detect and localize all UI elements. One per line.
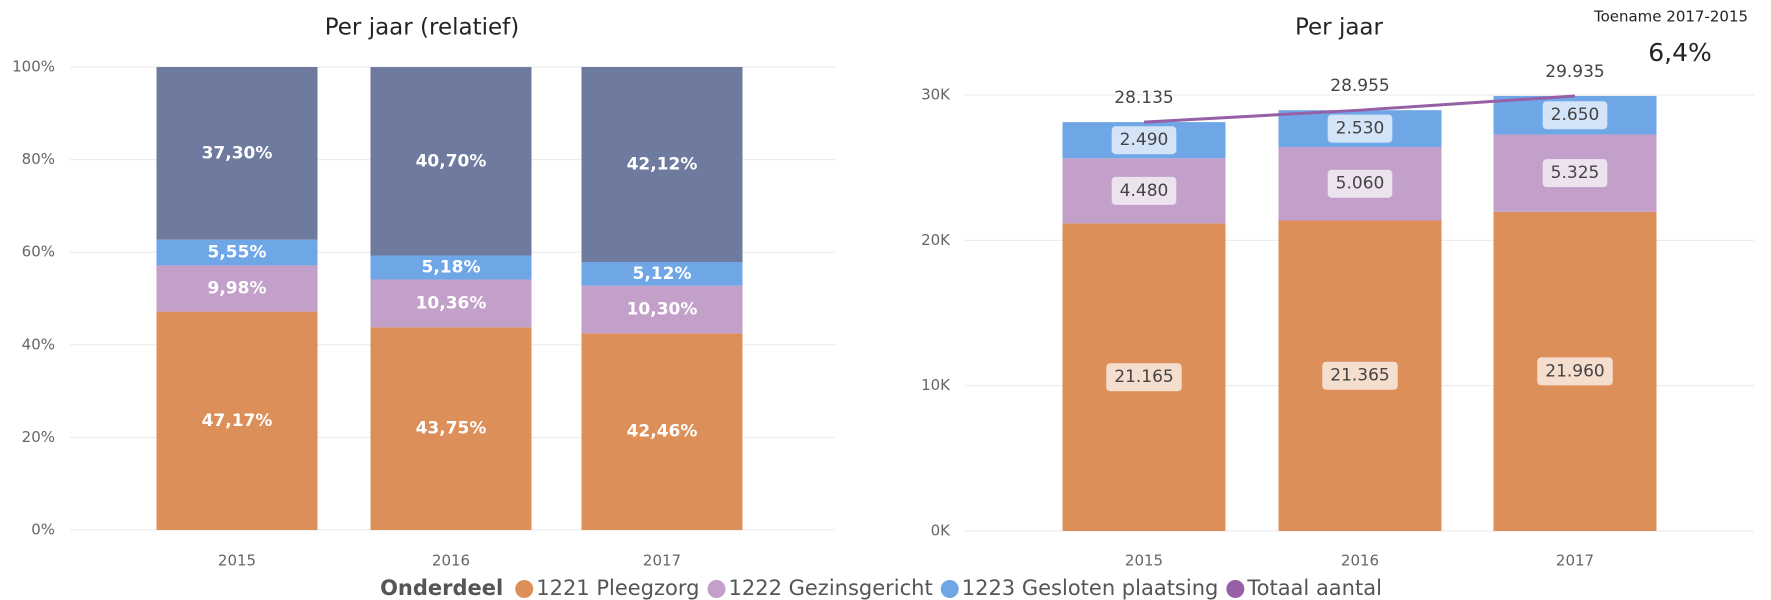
data-label: 5,55% — [208, 243, 267, 263]
total-line — [1143, 94, 1576, 124]
y-tick-label: 60% — [22, 243, 55, 261]
chart-title: Per jaar (relatief) — [325, 15, 520, 41]
total-label: 28.135 — [1114, 88, 1173, 108]
data-label: 5,18% — [422, 257, 481, 277]
data-label-text: 21.165 — [1114, 367, 1173, 387]
bar-segment — [156, 67, 318, 240]
bar-segment — [156, 311, 318, 530]
bar-segment — [156, 239, 318, 266]
label-box — [1106, 363, 1182, 392]
label-box — [1537, 357, 1613, 386]
data-label: 4.480 — [1111, 176, 1177, 205]
data-label-text: 2.490 — [1120, 130, 1169, 150]
data-label-text: 4.480 — [1120, 181, 1169, 201]
bar-segment — [581, 262, 743, 286]
data-label: 42,46% — [627, 422, 698, 442]
legend-label: Totaal aantal — [1246, 576, 1382, 600]
data-label: 43,75% — [416, 419, 487, 439]
y-tick-label: 80% — [22, 150, 55, 168]
total-label: 28.955 — [1330, 76, 1389, 96]
x-tick-label: 2016 — [432, 552, 470, 570]
data-label: 21.365 — [1322, 361, 1398, 390]
y-tick-label: 30K — [921, 86, 951, 104]
kpi-label: Toename 2017-2015 — [1593, 8, 1748, 26]
legend-marker — [1226, 580, 1245, 598]
legend-marker — [707, 580, 726, 598]
y-tick-label: 0% — [31, 521, 55, 539]
y-tick-label: 40% — [22, 335, 55, 353]
y-tick-label: 100% — [12, 58, 55, 76]
data-label: 21.165 — [1106, 363, 1182, 392]
data-label: 2.530 — [1327, 114, 1393, 143]
label-box — [1322, 361, 1398, 390]
total-label: 29.935 — [1545, 62, 1604, 82]
data-label: 9,98% — [208, 278, 267, 298]
label-box — [1327, 114, 1393, 143]
data-label: 47,17% — [202, 411, 273, 431]
x-tick-label: 2015 — [1125, 552, 1163, 570]
legend-marker — [515, 580, 534, 598]
bar-segment — [581, 285, 743, 334]
y-tick-label: 20K — [921, 231, 951, 249]
data-label: 40,70% — [416, 151, 487, 171]
legend-label: 1222 Gezinsgericht — [728, 576, 932, 600]
data-label: 10,36% — [416, 293, 487, 313]
data-label-text: 5.060 — [1336, 174, 1385, 194]
x-tick-label: 2015 — [218, 552, 256, 570]
bar-segment — [581, 67, 743, 263]
x-tick-label: 2016 — [1341, 552, 1379, 570]
legend-title: Onderdeel — [380, 576, 503, 600]
label-box — [1327, 169, 1393, 198]
legend-marker — [940, 580, 959, 598]
data-label: 42,12% — [627, 155, 698, 175]
legend-label: 1221 Pleegzorg — [536, 576, 699, 600]
chart-title: Per jaar — [1295, 15, 1384, 41]
data-label: 10,30% — [627, 300, 698, 320]
bar-segment — [370, 327, 532, 530]
data-label: 5.060 — [1327, 169, 1393, 198]
data-label-text: 5.325 — [1551, 163, 1600, 183]
y-tick-label: 0K — [931, 522, 952, 540]
bar-segment — [370, 255, 532, 280]
x-tick-label: 2017 — [1556, 552, 1594, 570]
data-label-text: 2.650 — [1551, 105, 1600, 125]
data-label: 5.325 — [1542, 159, 1608, 188]
legend-label: 1223 Gesloten plaatsing — [962, 576, 1219, 600]
data-label: 2.650 — [1542, 101, 1608, 130]
label-box — [1542, 101, 1608, 130]
label-box — [1111, 176, 1177, 205]
bar-segment — [370, 67, 532, 256]
x-tick-label: 2017 — [643, 552, 681, 570]
data-label: 37,30% — [202, 143, 273, 163]
y-tick-label: 20% — [22, 428, 55, 446]
kpi-value: 6,4% — [1648, 38, 1712, 67]
y-tick-label: 10K — [921, 376, 951, 394]
data-label-text: 21.960 — [1545, 361, 1604, 381]
bar-segment — [581, 333, 743, 530]
label-box — [1542, 159, 1608, 188]
data-label: 2.490 — [1111, 126, 1177, 155]
legend: Onderdeel 1221 Pleegzorg 1222 Gezinsgerich… — [380, 576, 1382, 600]
data-label: 5,12% — [633, 264, 692, 284]
bar-segment — [156, 265, 318, 312]
label-box — [1111, 126, 1177, 155]
bar-segment — [370, 279, 532, 328]
data-label: 21.960 — [1537, 357, 1613, 386]
data-label-text: 2.530 — [1336, 119, 1385, 139]
data-label-text: 21.365 — [1330, 366, 1389, 386]
